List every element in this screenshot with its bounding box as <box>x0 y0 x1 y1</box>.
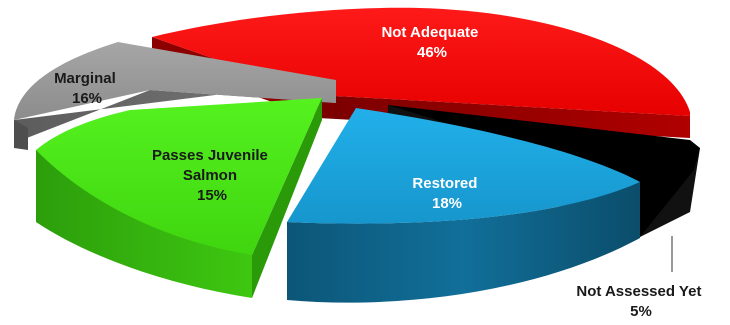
label-not-adequate-pct: 46% <box>417 44 447 61</box>
label-passes-juvenile-salmon-pct: 15% <box>197 187 227 204</box>
label-restored: Restored 18% <box>412 175 481 212</box>
label-not-assessed-yet: Not Assessed Yet 5% <box>576 283 705 320</box>
label-not-adequate-name: Not Adequate <box>381 24 478 41</box>
label-not-assessed-yet-pct: 5% <box>630 303 652 320</box>
slice-restored-side <box>287 182 640 303</box>
slice-passes-juvenile-salmon-inner <box>252 98 322 298</box>
label-not-assessed-yet-name: Not Assessed Yet <box>576 283 701 300</box>
slice-marginal-edge <box>14 120 28 150</box>
slice-marginal-top <box>14 42 336 120</box>
label-not-adequate: Not Adequate 46% <box>381 24 482 61</box>
label-passes-juvenile-salmon-line2: Salmon <box>183 167 237 184</box>
slice-restored-top <box>287 108 640 224</box>
slice-passes-juvenile-salmon <box>36 98 322 298</box>
slice-restored <box>287 108 640 303</box>
slice-not-adequate-rim <box>318 95 690 138</box>
label-restored-pct: 18% <box>432 195 462 212</box>
label-passes-juvenile-salmon-line1: Passes Juvenile <box>152 147 268 164</box>
label-restored-name: Restored <box>412 175 477 192</box>
slice-not-adequate-top <box>152 7 690 116</box>
label-passes-juvenile-salmon: Passes Juvenile Salmon 15% <box>152 147 272 204</box>
slice-not-assessed-yet-top <box>388 105 700 237</box>
label-marginal: Marginal 16% <box>54 70 120 107</box>
slice-passes-juvenile-salmon-top <box>36 98 322 255</box>
label-marginal-name: Marginal <box>54 70 116 87</box>
label-marginal-pct: 16% <box>72 90 102 107</box>
slice-marginal <box>14 42 336 150</box>
